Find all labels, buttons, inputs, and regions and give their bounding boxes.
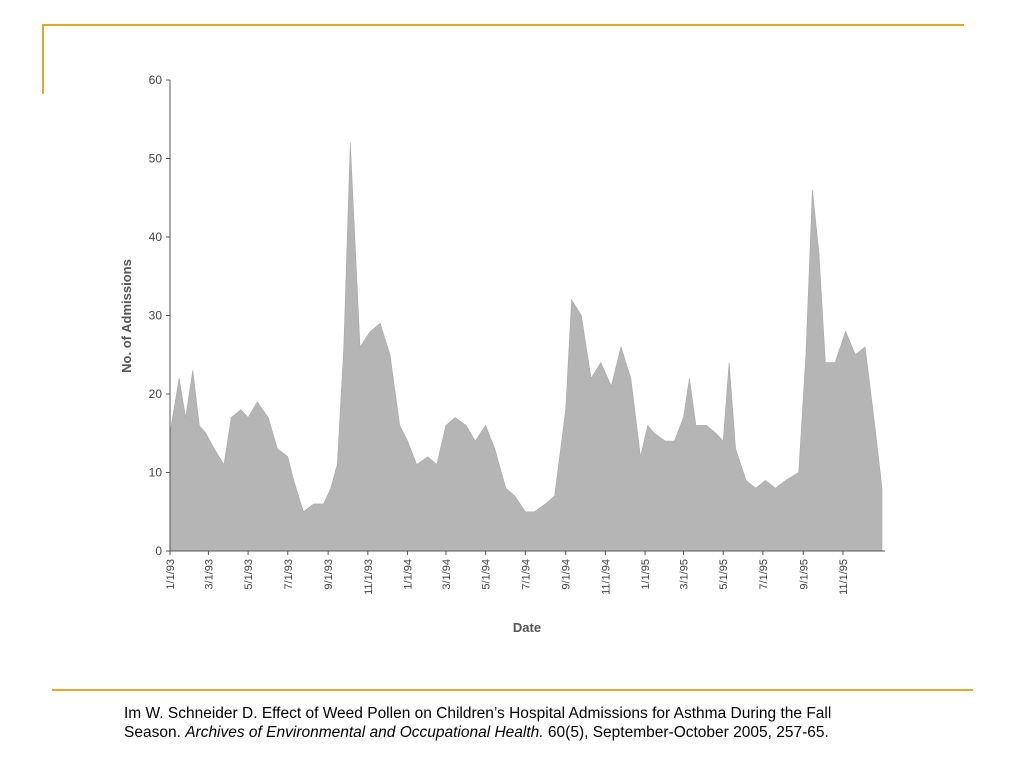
slide-left-accent-line <box>42 24 44 94</box>
x-tick-label: 3/1/93 <box>203 559 215 590</box>
citation-part2: 60(5), September-October 2005, 257-65. <box>543 724 829 741</box>
slide-top-accent-line <box>42 24 964 26</box>
x-tick-label: 9/1/93 <box>323 559 335 590</box>
y-tick-label: 30 <box>149 309 163 323</box>
admissions-area-chart: 0 10 20 30 40 50 60 1/1/93 3/1/93 5/1/93 7/1/93 9/… <box>119 73 885 635</box>
y-tick-label: 10 <box>149 466 163 480</box>
x-tick-label: 9/1/94 <box>561 559 573 590</box>
y-tick-label: 60 <box>149 73 163 87</box>
citation-part1: Im W. Schneider D. Effect of Weed Pollen… <box>124 705 832 741</box>
x-axis-ticks: 1/1/93 3/1/93 5/1/93 7/1/93 9/1/93 11/1/93 1/1… <box>165 551 850 595</box>
x-tick-label: 5/1/95 <box>718 559 730 590</box>
x-tick-label: 7/1/95 <box>758 559 770 590</box>
x-tick-label: 11/1/94 <box>600 559 612 595</box>
x-tick-label: 11/1/93 <box>363 559 375 595</box>
x-tick-label: 1/1/93 <box>165 559 177 590</box>
x-axis-label: Date <box>513 620 541 635</box>
x-tick-label: 1/1/94 <box>403 559 415 590</box>
y-tick-label: 20 <box>149 387 163 401</box>
y-tick-label: 50 <box>149 152 163 166</box>
y-axis-label: No. of Admissions <box>119 259 134 373</box>
x-tick-label: 11/1/95 <box>838 559 850 595</box>
y-tick-label: 0 <box>155 544 162 558</box>
x-tick-label: 5/1/94 <box>481 559 493 590</box>
x-tick-label: 7/1/94 <box>520 559 532 590</box>
x-tick-label: 3/1/94 <box>441 559 453 590</box>
y-axis-ticks: 0 10 20 30 40 50 60 <box>149 73 170 558</box>
y-tick-label: 40 <box>149 230 163 244</box>
citation-text: Im W. Schneider D. Effect of Weed Pollen… <box>124 704 884 742</box>
slide-bottom-accent-line <box>52 689 973 691</box>
admissions-area <box>169 142 883 552</box>
x-tick-label: 5/1/93 <box>243 559 255 590</box>
x-tick-label: 7/1/93 <box>283 559 295 590</box>
x-tick-label: 9/1/95 <box>798 559 810 590</box>
citation-journal: Archives of Environmental and Occupation… <box>185 724 544 741</box>
x-tick-label: 3/1/95 <box>678 559 690 590</box>
x-tick-label: 1/1/95 <box>640 559 652 590</box>
